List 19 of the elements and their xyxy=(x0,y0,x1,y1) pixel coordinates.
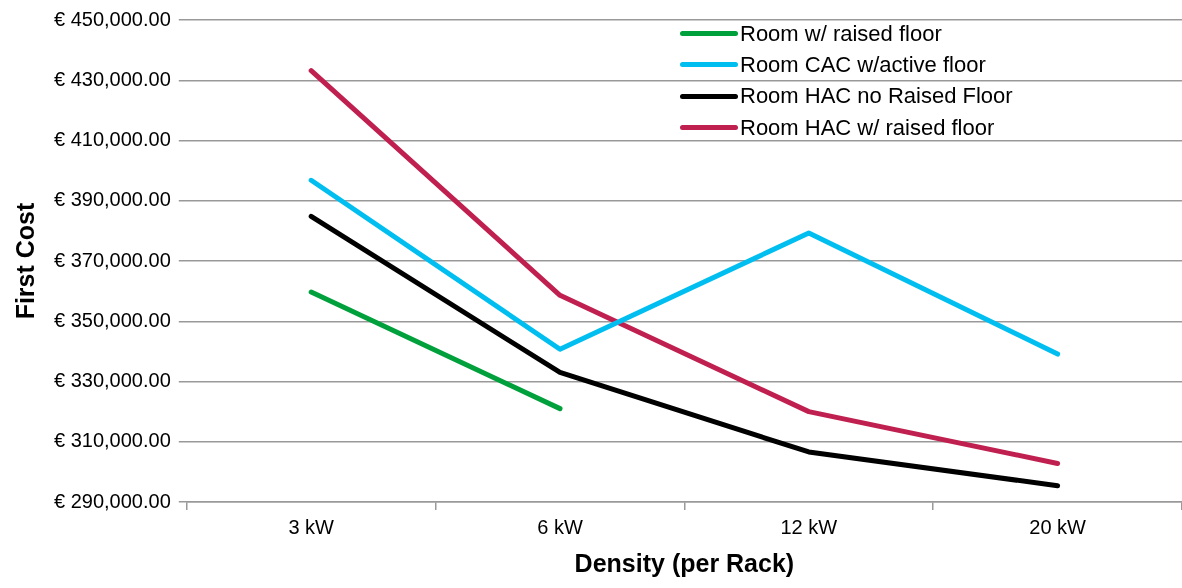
y-tick-label: € 310,000.00 xyxy=(54,429,171,452)
legend-label: Room w/ raised floor xyxy=(740,20,942,47)
x-tick-label: 12 kW xyxy=(780,515,838,538)
y-axis-title: First Cost xyxy=(10,201,39,320)
legend-label: Room HAC no Raised Floor xyxy=(740,83,1013,110)
legend-label: Room HAC w/ raised floor xyxy=(740,114,995,141)
x-tick-label: 20 kW xyxy=(1029,515,1087,538)
y-tick-label: € 330,000.00 xyxy=(54,369,171,392)
x-axis-title: Density (per Rack) xyxy=(574,548,795,577)
y-tick-label: € 430,000.00 xyxy=(54,67,171,90)
y-tick-label: € 390,000.00 xyxy=(54,188,171,211)
x-tick-label: 6 kW xyxy=(537,515,583,538)
y-tick-label: € 410,000.00 xyxy=(54,128,171,151)
x-tick-label: 3 kW xyxy=(288,515,335,538)
y-tick-label: € 450,000.00 xyxy=(54,7,171,30)
y-tick-label: € 350,000.00 xyxy=(54,308,171,331)
y-tick-label: € 290,000.00 xyxy=(54,489,171,512)
legend-label: Room CAC w/active floor xyxy=(740,51,986,78)
y-tick-label: € 370,000.00 xyxy=(54,248,171,271)
